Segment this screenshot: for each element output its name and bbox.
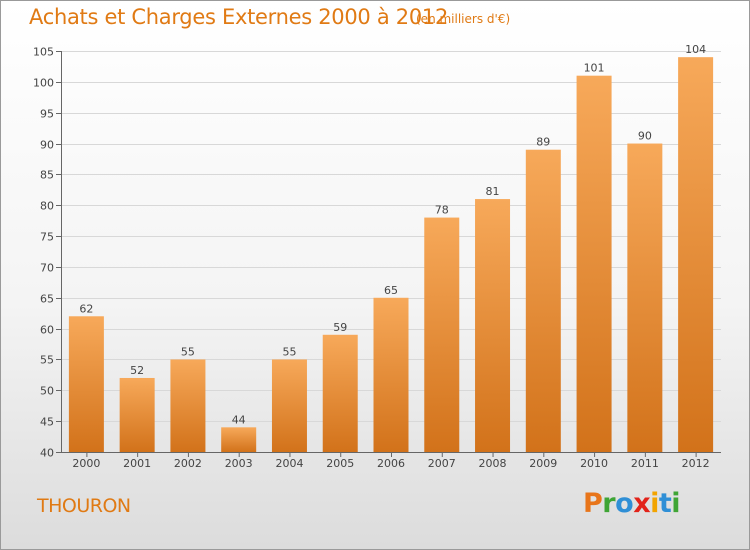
x-tick-label: 2006 bbox=[377, 457, 405, 470]
y-tick-label: 85 bbox=[40, 169, 54, 182]
y-tick-label: 90 bbox=[40, 139, 54, 152]
data-label: 52 bbox=[130, 364, 144, 377]
y-tick-label: 70 bbox=[40, 262, 54, 275]
bar bbox=[678, 57, 714, 453]
logo-letter: i bbox=[650, 488, 659, 519]
logo-letter: r bbox=[602, 488, 616, 519]
bar bbox=[271, 359, 307, 452]
bar bbox=[373, 297, 409, 452]
y-tick-label: 105 bbox=[33, 46, 54, 59]
logo-letter: t bbox=[658, 488, 672, 519]
bar bbox=[475, 199, 511, 452]
bar bbox=[119, 377, 155, 452]
y-tick-label: 100 bbox=[33, 77, 54, 90]
x-tick-label: 2009 bbox=[529, 457, 557, 470]
y-tick-label: 40 bbox=[40, 447, 54, 460]
location-name: THOURON bbox=[37, 495, 131, 517]
bar bbox=[221, 427, 257, 452]
x-tick-label: 2008 bbox=[479, 457, 507, 470]
chart-subtitle: (en milliers d'€) bbox=[416, 12, 511, 26]
data-label: 55 bbox=[282, 345, 296, 358]
data-label: 62 bbox=[79, 302, 93, 315]
data-label: 59 bbox=[333, 321, 347, 334]
data-label: 90 bbox=[638, 130, 652, 143]
bar bbox=[68, 316, 104, 452]
bar bbox=[525, 149, 561, 452]
logo-letter: P bbox=[583, 488, 603, 519]
bar bbox=[322, 334, 358, 452]
x-tick-label: 2003 bbox=[225, 457, 253, 470]
axes: 40 45 50 55 60 65 70 75 80 85 90 95 100 105 2000 2001 20… bbox=[33, 46, 721, 470]
y-tick-label: 75 bbox=[40, 231, 54, 244]
data-label: 101 bbox=[584, 62, 605, 75]
bar bbox=[627, 143, 663, 453]
data-label: 44 bbox=[232, 413, 246, 426]
y-tick-label: 65 bbox=[40, 293, 54, 306]
y-tick-label: 60 bbox=[40, 324, 54, 337]
logo-letter: i bbox=[671, 488, 681, 519]
x-tick-label: 2012 bbox=[682, 457, 710, 470]
data-label: 89 bbox=[536, 136, 550, 149]
x-tick-label: 2007 bbox=[428, 457, 456, 470]
x-tick-label: 2010 bbox=[580, 457, 608, 470]
y-tick-label: 80 bbox=[40, 200, 54, 213]
bar bbox=[424, 217, 460, 452]
bar bbox=[170, 359, 206, 452]
data-label: 81 bbox=[486, 185, 500, 198]
proxiti-logo: Proxiti bbox=[583, 488, 681, 519]
data-label: 78 bbox=[435, 204, 449, 217]
y-tick-label: 50 bbox=[40, 385, 54, 398]
data-label: 104 bbox=[685, 43, 706, 56]
x-tick-label: 2002 bbox=[174, 457, 202, 470]
y-tick-label: 95 bbox=[40, 108, 54, 121]
logo-letter: x bbox=[633, 488, 651, 519]
data-labels: 62 52 55 44 55 59 65 78 81 89 101 90 104 bbox=[79, 43, 706, 426]
bars bbox=[68, 57, 714, 453]
y-tick-label: 45 bbox=[40, 416, 54, 429]
y-tick-label: 55 bbox=[40, 354, 54, 367]
logo-letter: o bbox=[615, 488, 634, 519]
x-tick-label: 2004 bbox=[275, 457, 303, 470]
x-tick-label: 2005 bbox=[326, 457, 354, 470]
x-tick-label: 2001 bbox=[123, 457, 151, 470]
data-label: 55 bbox=[181, 345, 195, 358]
x-tick-label: 2011 bbox=[631, 457, 659, 470]
data-label: 65 bbox=[384, 284, 398, 297]
chart-title: Achats et Charges Externes 2000 à 2012 bbox=[29, 5, 449, 29]
x-tick-label: 2000 bbox=[72, 457, 100, 470]
bar bbox=[576, 75, 612, 452]
